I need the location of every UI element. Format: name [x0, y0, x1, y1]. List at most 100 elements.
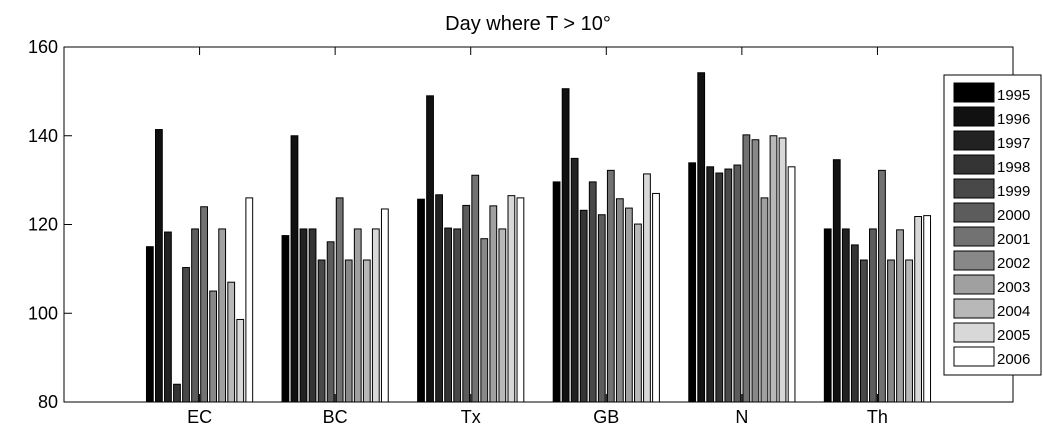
- bar-GB-2000: [597, 214, 606, 403]
- bar-BC-2005: [371, 228, 380, 403]
- x-tick-label: N: [735, 407, 748, 425]
- legend-swatch-1998: [953, 154, 995, 175]
- chart-title: Day where T > 10°: [445, 13, 611, 35]
- bar-BC-2004: [362, 259, 371, 403]
- bar-Th-2002: [887, 259, 895, 403]
- bar-EC-2001: [200, 206, 208, 403]
- bar-EC-1996: [155, 129, 163, 403]
- bar-EC-1995: [145, 246, 154, 403]
- x-tick-label: Tx: [461, 407, 481, 425]
- x-tick-label: Th: [867, 407, 888, 425]
- bar-BC-1998: [308, 228, 317, 403]
- bar-BC-1997: [299, 228, 308, 403]
- bar-GB-2004: [634, 223, 642, 403]
- bar-EC-2002: [209, 290, 218, 403]
- x-tick-label: GB: [593, 407, 619, 425]
- bar-N-1996: [697, 72, 706, 403]
- bar-Th-1997: [841, 228, 850, 403]
- bar-Tx-2005: [507, 195, 516, 403]
- bar-EC-2005: [236, 318, 245, 403]
- bar-BC-1995: [281, 235, 290, 403]
- legend-label-1997: 1997: [997, 135, 1030, 152]
- bar-EC-2004: [227, 281, 236, 403]
- bar-BC-2006: [380, 208, 389, 403]
- bar-GB-2006: [652, 192, 660, 403]
- bar-EC-1998: [173, 383, 181, 403]
- bar-Th-1996: [832, 159, 841, 403]
- legend-swatch-2006: [953, 346, 995, 367]
- legend-swatch-1996: [953, 106, 995, 127]
- bar-Th-2004: [905, 259, 913, 403]
- legend-label-2003: 2003: [997, 279, 1030, 296]
- bar-BC-2001: [335, 197, 344, 403]
- bar-BC-2000: [326, 241, 335, 403]
- bar-Th-1999: [859, 259, 868, 403]
- legend: 1995 1996 1997 1998 1999 2000 2001 2002 2003 2004…: [943, 74, 1042, 376]
- bar-Tx-2002: [480, 238, 489, 403]
- legend-swatch-2002: [953, 250, 995, 271]
- bar-EC-2006: [245, 197, 254, 403]
- bar-Th-2001: [878, 169, 886, 403]
- bar-BC-1999: [317, 259, 326, 403]
- bars-group: [145, 72, 932, 403]
- bar-N-2001: [742, 134, 751, 403]
- bar-Th-2003: [896, 229, 904, 403]
- bar-N-1995: [688, 162, 697, 403]
- bar-Tx-2003: [489, 205, 498, 403]
- bar-Th-2000: [869, 228, 877, 403]
- y-tick-label: 80: [38, 392, 58, 412]
- y-tick-label: 100: [28, 303, 58, 323]
- legend-label-2002: 2002: [997, 255, 1030, 272]
- bar-N-1997: [706, 166, 715, 403]
- legend-swatch-1999: [953, 178, 995, 199]
- legend-label-1998: 1998: [997, 159, 1030, 176]
- bar-GB-1996: [561, 88, 570, 403]
- bar-Tx-2004: [498, 228, 507, 403]
- bar-GB-1995: [552, 181, 561, 403]
- bar-N-1999: [724, 168, 733, 403]
- bar-Th-1995: [823, 228, 832, 403]
- y-tick-label: 160: [28, 37, 58, 57]
- y-tick-label: 120: [28, 215, 58, 235]
- bar-EC-1997: [164, 231, 172, 403]
- bar-Tx-1995: [417, 198, 425, 403]
- bar-EC-2003: [218, 228, 227, 403]
- legend-label-1996: 1996: [997, 111, 1030, 128]
- bar-N-2002: [751, 139, 760, 403]
- bar-Tx-2000: [462, 204, 471, 403]
- legend-swatch-2001: [953, 226, 995, 247]
- bar-N-2006: [787, 166, 796, 403]
- y-tick-label: 140: [28, 126, 58, 146]
- bar-EC-1999: [182, 267, 190, 403]
- bar-N-2003: [760, 197, 769, 403]
- bar-Tx-2006: [516, 197, 525, 403]
- bar-GB-1999: [588, 181, 597, 403]
- bar-GB-2001: [606, 169, 615, 403]
- bar-GB-2005: [643, 173, 651, 403]
- legend-swatch-2000: [953, 202, 995, 223]
- legend-label-1995: 1995: [997, 87, 1030, 104]
- bar-GB-1998: [579, 209, 588, 403]
- legend-label-2001: 2001: [997, 231, 1030, 248]
- legend-swatch-2005: [953, 322, 995, 343]
- bar-Tx-1999: [453, 228, 462, 403]
- bar-N-2000: [733, 164, 742, 403]
- bar-GB-2002: [615, 198, 624, 403]
- bar-Tx-1996: [426, 95, 434, 403]
- bar-BC-1996: [290, 135, 299, 403]
- bar-BC-2003: [353, 228, 362, 403]
- legend-swatch-2004: [953, 298, 995, 319]
- legend-label-2000: 2000: [997, 207, 1030, 224]
- axes-group: EC BC Tx GB N Th 80 100 120 140 160: [28, 37, 1014, 425]
- bar-N-2005: [778, 137, 787, 403]
- bar-N-1998: [715, 172, 724, 403]
- x-tick-label: EC: [187, 407, 212, 425]
- legend-label-2004: 2004: [997, 303, 1030, 320]
- bar-Tx-1997: [435, 194, 443, 403]
- legend-label-1999: 1999: [997, 183, 1030, 200]
- bar-GB-1997: [570, 157, 579, 403]
- bar-Tx-2001: [471, 174, 480, 403]
- legend-swatch-1995: [953, 82, 995, 103]
- bar-N-2004: [769, 135, 778, 403]
